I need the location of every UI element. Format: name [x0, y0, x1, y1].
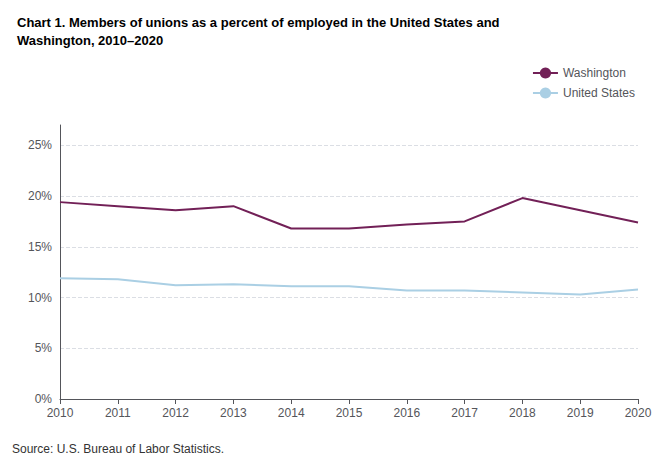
svg-text:20%: 20% — [28, 189, 52, 203]
svg-text:United States: United States — [563, 86, 635, 100]
svg-text:10%: 10% — [28, 291, 52, 305]
svg-text:Source: U.S. Bureau of Labor S: Source: U.S. Bureau of Labor Statistics. — [12, 442, 224, 456]
svg-text:2018: 2018 — [509, 406, 536, 420]
svg-text:0%: 0% — [35, 392, 53, 406]
svg-text:2017: 2017 — [451, 406, 478, 420]
svg-text:Washington, 2010–2020: Washington, 2010–2020 — [17, 33, 163, 48]
svg-text:2016: 2016 — [393, 406, 420, 420]
svg-text:2014: 2014 — [278, 406, 305, 420]
svg-text:Chart 1. Members of unions as: Chart 1. Members of unions as a percent … — [17, 15, 500, 30]
svg-text:2012: 2012 — [162, 406, 189, 420]
svg-text:2015: 2015 — [336, 406, 363, 420]
svg-text:2011: 2011 — [105, 406, 131, 420]
svg-text:15%: 15% — [28, 240, 52, 254]
svg-text:5%: 5% — [35, 341, 53, 355]
svg-text:2019: 2019 — [567, 406, 594, 420]
svg-text:2013: 2013 — [220, 406, 247, 420]
svg-text:Washington: Washington — [563, 66, 626, 80]
svg-text:25%: 25% — [28, 138, 52, 152]
svg-text:2010: 2010 — [47, 406, 74, 420]
svg-text:2020: 2020 — [625, 406, 652, 420]
